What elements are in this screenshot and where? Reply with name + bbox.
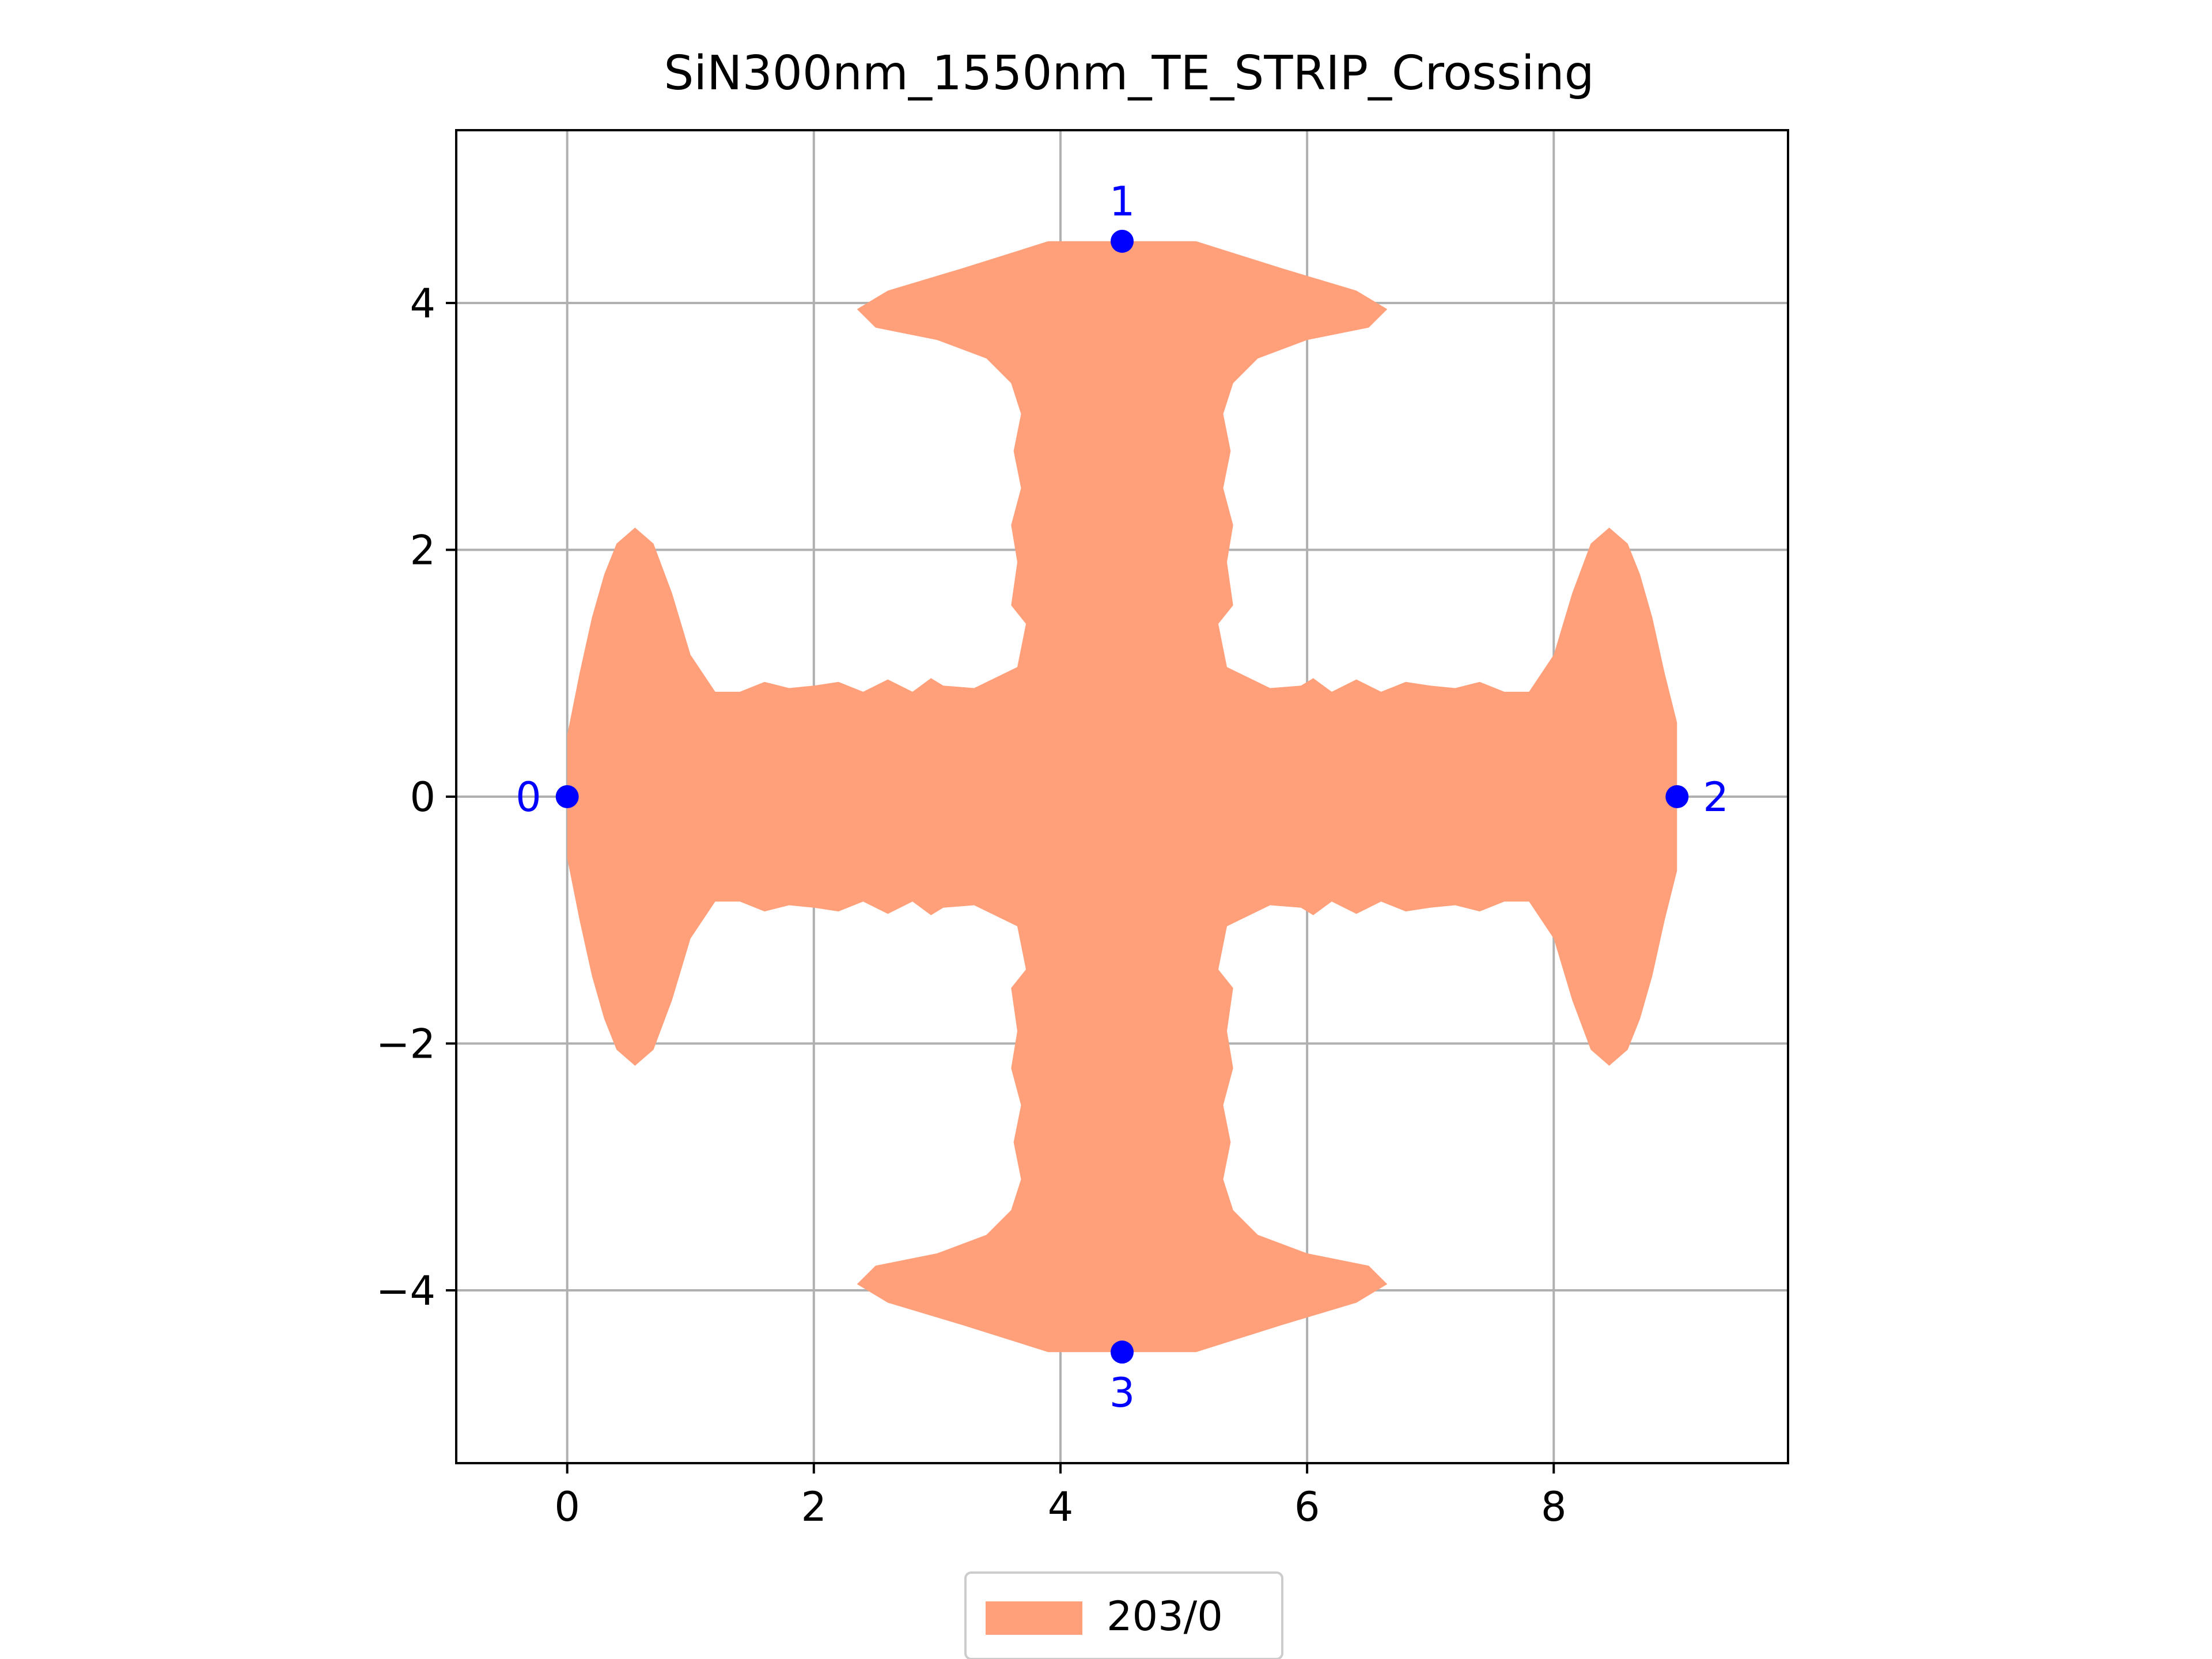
y-tick-label: 4: [410, 280, 435, 327]
port-label: 1: [1109, 178, 1135, 225]
y-tick-label: 2: [410, 527, 435, 574]
legend[interactable]: 203/0: [964, 1571, 1283, 1659]
tick-marks: 0 2 4 6 8 −4 −2 0 2 4: [376, 280, 1567, 1531]
x-tick-label: 8: [1541, 1483, 1567, 1531]
port-label: 3: [1109, 1369, 1135, 1416]
port-label: 0: [516, 774, 541, 821]
port-label: 2: [1703, 774, 1729, 821]
x-tick-label: 6: [1294, 1483, 1320, 1531]
y-tick-label: −2: [376, 1021, 435, 1068]
port-marker: [555, 785, 579, 808]
legend-box: [964, 1571, 1283, 1659]
polygon-layer: [567, 241, 1677, 1353]
legend-swatch: [986, 1601, 1082, 1635]
series-polygon: [567, 241, 1677, 1353]
x-tick-label: 0: [554, 1483, 580, 1531]
port-marker: [1665, 785, 1689, 808]
chart-title: SiN300nm_1550nm_TE_STRIP_Crossing: [664, 46, 1594, 101]
port-marker: [1111, 1340, 1134, 1364]
port-markers: 0 1 2 3: [516, 178, 1729, 1416]
port-marker: [1111, 229, 1134, 253]
y-tick-label: −4: [376, 1267, 435, 1315]
x-tick-label: 4: [1048, 1483, 1074, 1531]
legend-label: 203/0: [1107, 1593, 1223, 1640]
y-tick-label: 0: [410, 774, 435, 821]
x-tick-label: 2: [801, 1483, 827, 1531]
